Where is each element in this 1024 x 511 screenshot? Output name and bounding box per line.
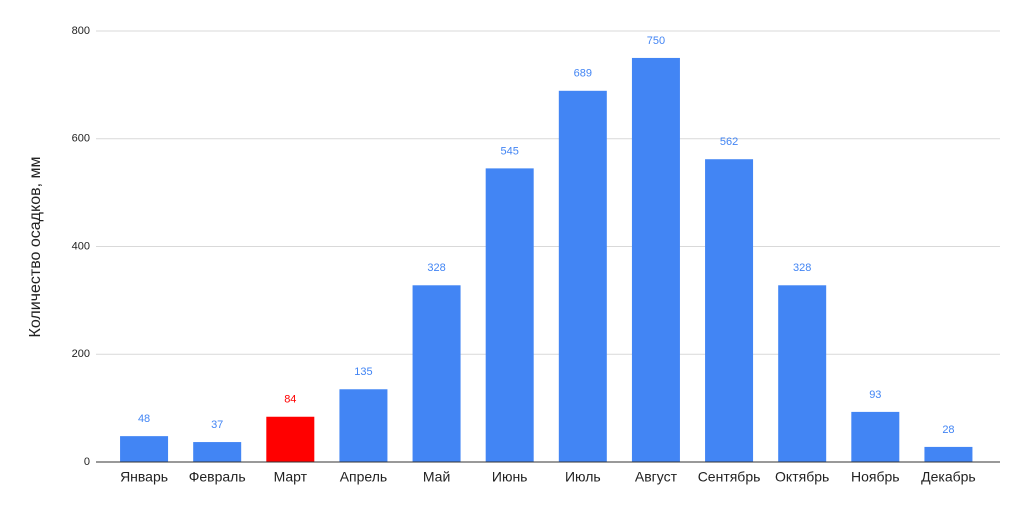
x-tick-label: Декабрь <box>921 469 976 485</box>
bar <box>193 442 242 462</box>
data-label: 84 <box>284 394 296 406</box>
data-label: 545 <box>501 145 519 157</box>
data-label: 562 <box>720 136 738 148</box>
bar <box>778 285 827 462</box>
x-tick-label: Март <box>274 469 308 485</box>
data-label: 48 <box>138 413 150 425</box>
data-label: 328 <box>793 262 811 274</box>
bar <box>558 90 607 463</box>
bar <box>412 285 461 462</box>
data-label: 28 <box>942 424 954 436</box>
bar <box>266 416 315 462</box>
data-label: 689 <box>574 68 592 80</box>
x-tick-label: Июль <box>565 469 601 485</box>
x-tick-label: Октябрь <box>775 469 829 485</box>
x-tick-label: Апрель <box>340 469 388 485</box>
data-label: 37 <box>211 419 223 431</box>
data-label: 93 <box>869 389 881 401</box>
x-tick-label: Ноябрь <box>851 469 900 485</box>
data-label: 328 <box>427 262 445 274</box>
x-tick-label: Январь <box>120 469 168 485</box>
bar <box>851 411 900 462</box>
y-axis-title: Количество осадков, мм <box>27 157 44 338</box>
bar <box>705 159 754 462</box>
y-tick-label: 400 <box>72 240 90 252</box>
x-tick-label: Февраль <box>189 469 246 485</box>
x-tick-label: Май <box>423 469 450 485</box>
y-tick-label: 0 <box>84 456 90 468</box>
x-tick-label: Август <box>635 469 678 485</box>
bar <box>339 389 388 462</box>
data-label: 750 <box>647 35 665 47</box>
y-tick-label: 800 <box>72 25 90 37</box>
x-tick-label: Июнь <box>492 469 528 485</box>
bar <box>120 436 169 462</box>
y-tick-label: 200 <box>72 348 90 360</box>
bar <box>924 446 973 462</box>
bar <box>631 57 680 462</box>
x-tick-label: Сентябрь <box>698 469 761 485</box>
y-tick-label: 600 <box>72 133 90 145</box>
bar <box>485 168 534 462</box>
data-label: 135 <box>354 366 372 378</box>
